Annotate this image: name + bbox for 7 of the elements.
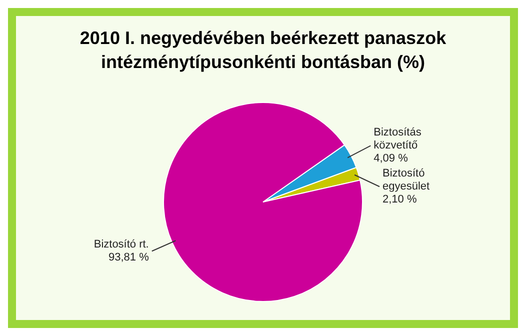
- data-label: 4,09 %: [374, 152, 408, 165]
- slice-label: Biztosító egyesület: [382, 168, 430, 193]
- data-label: 93,81 %: [108, 252, 150, 264]
- chart-title: 2010 I. negyedévében beérkezett panaszok intézménytípusonkénti bontásban (%): [78, 27, 448, 74]
- data-label: 2,10 %: [382, 194, 417, 206]
- slice-label: Biztosítás közvetítő: [374, 126, 422, 152]
- slice-label: Biztosító rt.: [94, 238, 149, 251]
